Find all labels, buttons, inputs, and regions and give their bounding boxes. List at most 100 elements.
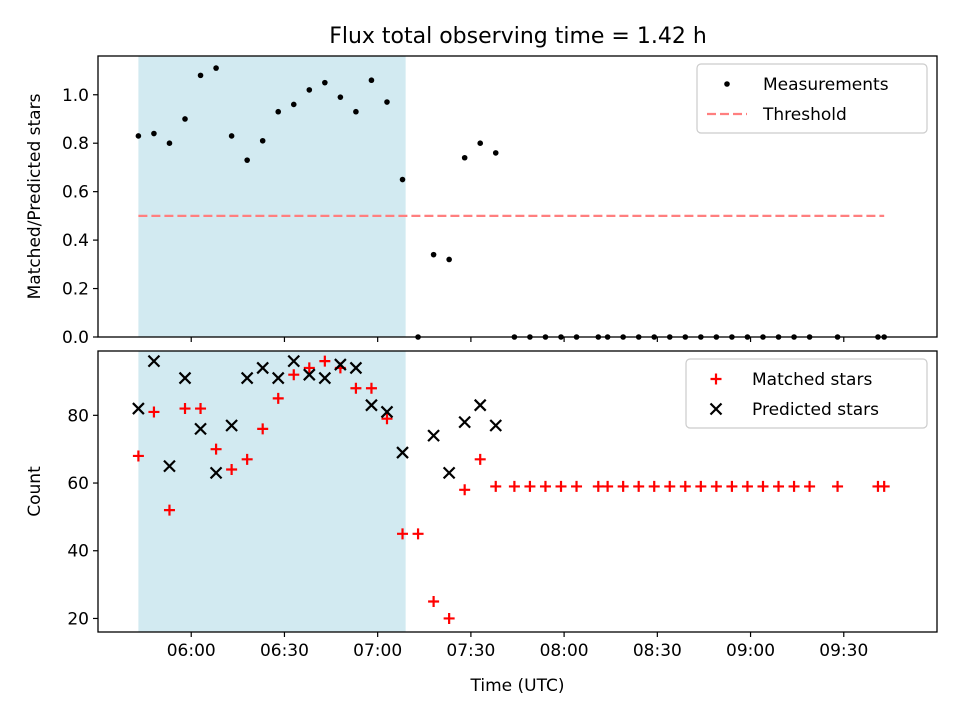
data-point [474, 453, 486, 465]
data-point [213, 65, 219, 71]
data-point [303, 362, 315, 374]
data-point [225, 419, 238, 432]
data-point [412, 528, 424, 540]
data-point [648, 480, 660, 492]
data-point [679, 480, 691, 492]
data-point [334, 358, 347, 371]
legend-label: Matched stars [752, 370, 872, 390]
data-point [259, 137, 266, 144]
y-tick-label: 1.0 [62, 86, 89, 106]
data-point [399, 176, 406, 183]
data-point [430, 251, 437, 258]
data-point [272, 392, 284, 404]
data-point [132, 402, 145, 415]
x-tick-label: 06:00 [167, 641, 216, 661]
data-point [442, 466, 456, 480]
data-point [384, 99, 390, 105]
data-point [210, 443, 222, 455]
data-point [664, 480, 676, 492]
data-point [368, 77, 375, 84]
data-point [256, 361, 269, 375]
data-point [209, 466, 223, 480]
data-point [228, 133, 235, 139]
data-point [290, 101, 297, 108]
data-point [489, 419, 503, 432]
y-tick-label: 0.0 [62, 328, 89, 348]
data-point [318, 371, 332, 385]
data-point [878, 480, 890, 492]
x-tick-label: 09:30 [819, 641, 868, 661]
y-tick-label: 20 [67, 609, 89, 629]
y-tick-label: 0.8 [62, 134, 89, 154]
axes-frame [97, 350, 938, 633]
legend-dot-swatch [724, 81, 730, 87]
data-point [163, 459, 176, 473]
data-point [195, 403, 207, 415]
data-point [365, 382, 377, 394]
data-point [741, 480, 753, 492]
data-point [617, 480, 629, 492]
data-point [492, 150, 499, 156]
data-point [349, 361, 363, 375]
data-point [303, 368, 316, 381]
data-point [257, 423, 269, 435]
x-tick-label: 08:30 [633, 641, 682, 661]
data-point [555, 480, 567, 492]
data-point [592, 480, 604, 492]
data-point [166, 140, 173, 147]
data-point [695, 480, 707, 492]
data-point [633, 480, 645, 492]
data-point [350, 382, 362, 394]
legend-label: Measurements [763, 75, 889, 95]
y-axis-label: Count [25, 466, 45, 517]
legend-label: Predicted stars [752, 400, 879, 420]
flux-ratio-plot: 0.0 0.2 0.4 0.6 0.8 1.0 Matched/Predicted star… [25, 55, 938, 348]
x-axis-label: Time (UTC) [470, 676, 565, 696]
series-matched-stars [132, 355, 890, 624]
data-point [288, 369, 300, 381]
data-point [148, 406, 160, 418]
star-count-plot: 06:00 06:30 07:00 07:30 08:00 08:30 09:00 09:30… [25, 350, 938, 696]
data-point [508, 480, 520, 492]
data-point [132, 450, 144, 462]
data-point [194, 422, 207, 436]
legend: Measurements Threshold [696, 63, 928, 134]
data-point [458, 415, 471, 429]
data-point [241, 453, 253, 465]
legend-label: Threshold [762, 105, 847, 125]
legend-box [696, 63, 928, 134]
data-point [832, 480, 844, 492]
x-tick-label: 06:30 [260, 641, 309, 661]
legend: Matched stars Predicted stars [685, 358, 928, 429]
y-tick-label: 0.4 [62, 231, 89, 251]
data-point [365, 398, 378, 412]
data-point [396, 446, 409, 459]
data-point [178, 371, 192, 385]
data-point [710, 480, 722, 492]
legend-x-swatch [709, 402, 723, 416]
data-point [490, 480, 502, 492]
series-predicted-stars [132, 354, 503, 480]
x-tick-label: 09:00 [726, 641, 775, 661]
x-tick-label: 07:00 [353, 641, 402, 661]
y-tick-label: 60 [67, 474, 89, 494]
y-axis-label: Matched/Predicted stars [25, 93, 45, 299]
data-point [804, 480, 816, 492]
data-point [461, 154, 468, 161]
data-point [226, 463, 238, 475]
y-tick-label: 80 [67, 406, 89, 426]
data-point [773, 480, 785, 492]
data-point [353, 108, 359, 115]
data-point [571, 480, 583, 492]
data-point [151, 130, 157, 137]
data-point [477, 140, 484, 147]
data-point [446, 256, 452, 263]
data-point [428, 596, 440, 608]
legend-plus-swatch [710, 373, 722, 385]
x-tick-label: 07:30 [446, 641, 495, 661]
data-point [306, 87, 313, 93]
x-tick-label: 08:00 [540, 641, 589, 661]
data-point [322, 79, 328, 86]
data-point [380, 405, 394, 419]
